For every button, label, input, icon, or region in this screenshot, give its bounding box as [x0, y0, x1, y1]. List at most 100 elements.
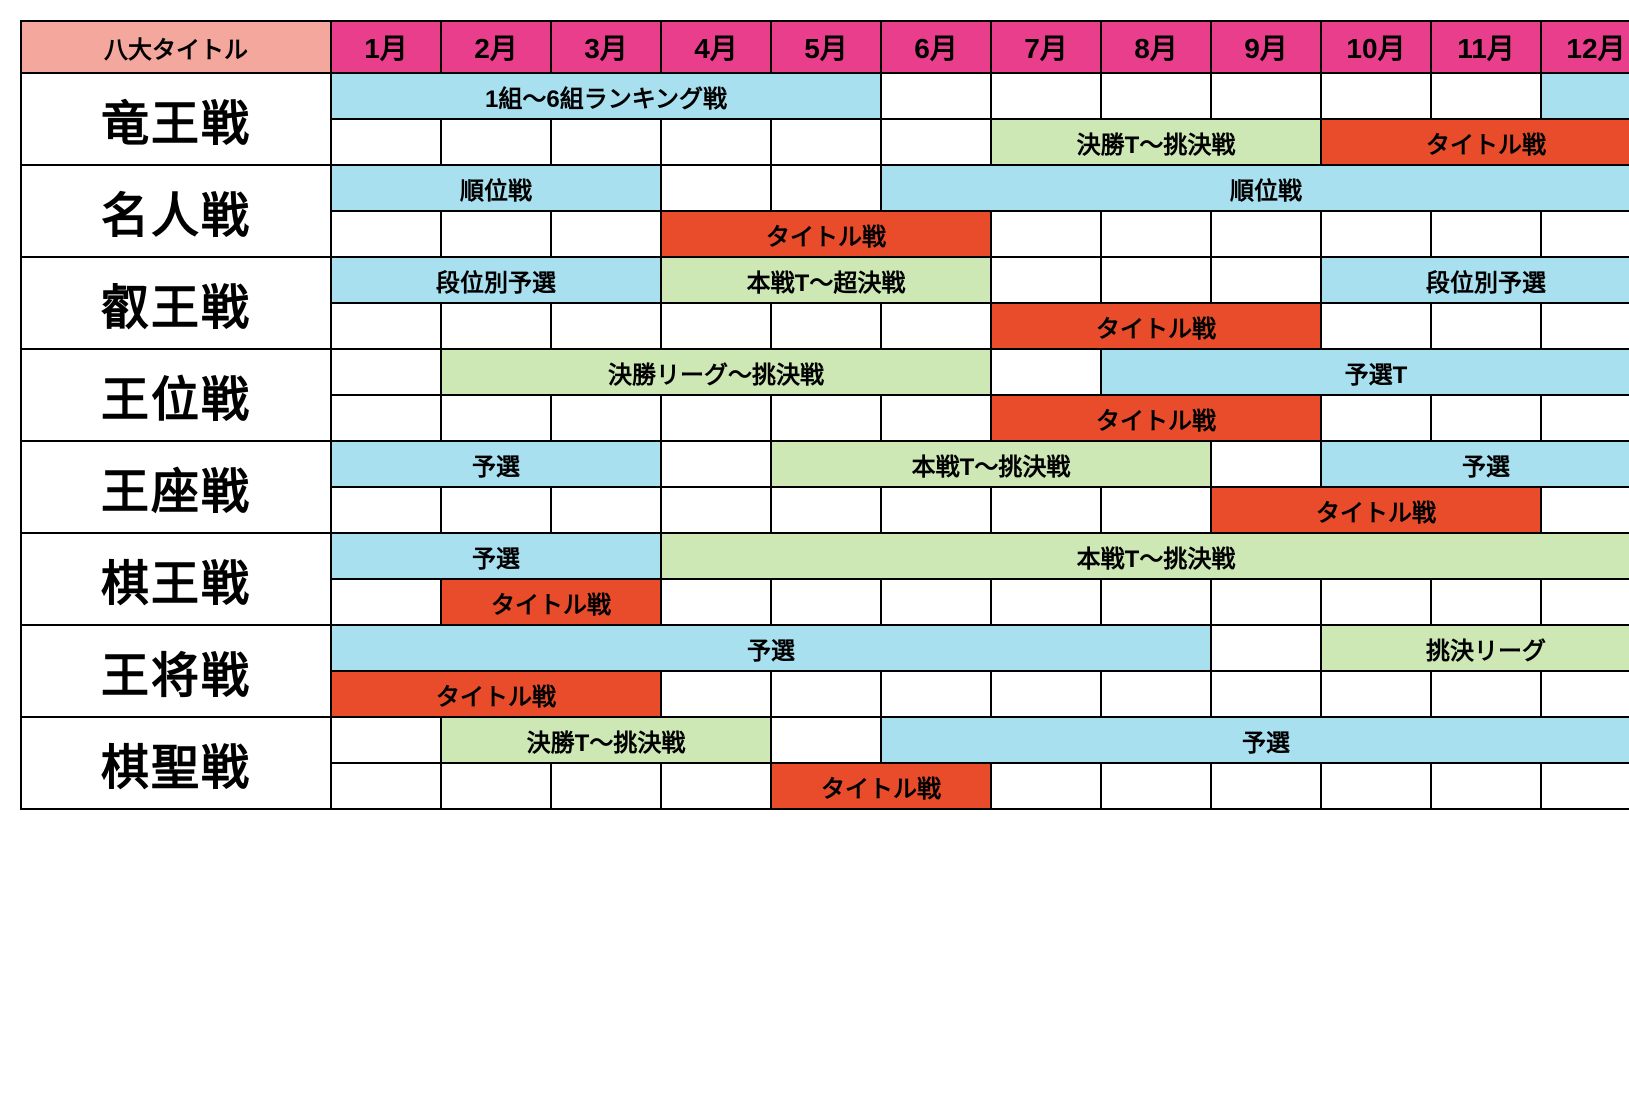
- phase-bar: 1組〜6組ランキング戦: [331, 73, 881, 119]
- empty-cell: [1101, 257, 1211, 303]
- month-header: 1月: [331, 21, 441, 73]
- empty-cell: [331, 717, 441, 763]
- table-row: 棋王戦予選本戦T〜挑決戦: [21, 533, 1629, 579]
- empty-cell: [441, 395, 551, 441]
- empty-cell: [771, 119, 881, 165]
- month-header: 8月: [1101, 21, 1211, 73]
- empty-cell: [1431, 303, 1541, 349]
- empty-cell: [1431, 395, 1541, 441]
- table-body: 竜王戦1組〜6組ランキング戦決勝T〜挑決戦タイトル戦名人戦順位戦順位戦タイトル戦…: [21, 73, 1629, 809]
- month-header: 11月: [1431, 21, 1541, 73]
- empty-cell: [1211, 763, 1321, 809]
- empty-cell: [881, 73, 991, 119]
- phase-bar: 本戦T〜挑決戦: [661, 533, 1629, 579]
- table-row: 王座戦予選本戦T〜挑決戦予選: [21, 441, 1629, 487]
- empty-cell: [661, 441, 771, 487]
- empty-cell: [551, 763, 661, 809]
- empty-cell: [991, 349, 1101, 395]
- phase-bar: 決勝T〜挑決戦: [441, 717, 771, 763]
- phase-bar: タイトル戦: [331, 671, 661, 717]
- empty-cell: [661, 671, 771, 717]
- empty-cell: [771, 487, 881, 533]
- empty-cell: [331, 119, 441, 165]
- empty-cell: [1101, 487, 1211, 533]
- table-row: 王位戦決勝リーグ〜挑決戦予選T: [21, 349, 1629, 395]
- empty-cell: [441, 763, 551, 809]
- empty-cell: [551, 395, 661, 441]
- empty-cell: [771, 717, 881, 763]
- empty-cell: [1101, 671, 1211, 717]
- empty-cell: [1321, 303, 1431, 349]
- phase-bar: タイトル戦: [991, 303, 1321, 349]
- table-row: 名人戦順位戦順位戦: [21, 165, 1629, 211]
- empty-cell: [1101, 73, 1211, 119]
- table-row: 叡王戦段位別予選本戦T〜超決戦段位別予選: [21, 257, 1629, 303]
- title-name-cell: 棋聖戦: [21, 717, 331, 809]
- phase-bar: 決勝T〜挑決戦: [991, 119, 1321, 165]
- empty-cell: [881, 487, 991, 533]
- empty-cell: [1321, 211, 1431, 257]
- phase-bar: 予選: [331, 533, 661, 579]
- empty-cell: [771, 671, 881, 717]
- schedule-table: 八大タイトル1月2月3月4月5月6月7月8月9月10月11月12月 竜王戦1組〜…: [20, 20, 1629, 810]
- title-name-cell: 名人戦: [21, 165, 331, 257]
- empty-cell: [1101, 763, 1211, 809]
- empty-cell: [551, 211, 661, 257]
- phase-bar: 本戦T〜挑決戦: [771, 441, 1211, 487]
- empty-cell: [331, 395, 441, 441]
- phase-bar: タイトル戦: [1321, 119, 1629, 165]
- month-header: 3月: [551, 21, 661, 73]
- empty-cell: [1321, 395, 1431, 441]
- empty-cell: [1211, 671, 1321, 717]
- empty-cell: [1431, 211, 1541, 257]
- month-header: 10月: [1321, 21, 1431, 73]
- empty-cell: [551, 487, 661, 533]
- empty-cell: [1321, 671, 1431, 717]
- empty-cell: [771, 395, 881, 441]
- phase-bar: 予選: [331, 441, 661, 487]
- title-name-cell: 王位戦: [21, 349, 331, 441]
- empty-cell: [991, 73, 1101, 119]
- schedule-table-wrap: 八大タイトル1月2月3月4月5月6月7月8月9月10月11月12月 竜王戦1組〜…: [20, 20, 1629, 810]
- phase-bar: 予選: [881, 717, 1629, 763]
- empty-cell: [771, 579, 881, 625]
- empty-cell: [1431, 763, 1541, 809]
- empty-cell: [551, 303, 661, 349]
- table-row: 王将戦予選挑決リーグ: [21, 625, 1629, 671]
- empty-cell: [1431, 579, 1541, 625]
- title-name-cell: 叡王戦: [21, 257, 331, 349]
- empty-cell: [1541, 671, 1629, 717]
- empty-cell: [441, 211, 551, 257]
- empty-cell: [881, 671, 991, 717]
- empty-cell: [881, 303, 991, 349]
- empty-cell: [1211, 441, 1321, 487]
- empty-cell: [661, 303, 771, 349]
- empty-cell: [1541, 763, 1629, 809]
- empty-cell: [1101, 211, 1211, 257]
- month-header: 7月: [991, 21, 1101, 73]
- empty-cell: [331, 763, 441, 809]
- empty-cell: [1211, 625, 1321, 671]
- empty-cell: [331, 303, 441, 349]
- phase-bar: 予選: [331, 625, 1211, 671]
- empty-cell: [771, 303, 881, 349]
- month-header: 9月: [1211, 21, 1321, 73]
- phase-bar: タイトル戦: [1211, 487, 1541, 533]
- empty-cell: [1211, 73, 1321, 119]
- empty-cell: [331, 211, 441, 257]
- month-header: 12月: [1541, 21, 1629, 73]
- phase-bar: タイトル戦: [991, 395, 1321, 441]
- corner-header: 八大タイトル: [21, 21, 331, 73]
- month-header: 4月: [661, 21, 771, 73]
- empty-cell: [661, 579, 771, 625]
- phase-bar: タイトル戦: [441, 579, 661, 625]
- month-header: 5月: [771, 21, 881, 73]
- table-header: 八大タイトル1月2月3月4月5月6月7月8月9月10月11月12月: [21, 21, 1629, 73]
- empty-cell: [331, 487, 441, 533]
- month-header: 2月: [441, 21, 551, 73]
- empty-cell: [991, 763, 1101, 809]
- empty-cell: [881, 395, 991, 441]
- phase-bar: 予選T: [1101, 349, 1629, 395]
- phase-bar: 挑決リーグ: [1321, 625, 1629, 671]
- phase-bar: [1541, 73, 1629, 119]
